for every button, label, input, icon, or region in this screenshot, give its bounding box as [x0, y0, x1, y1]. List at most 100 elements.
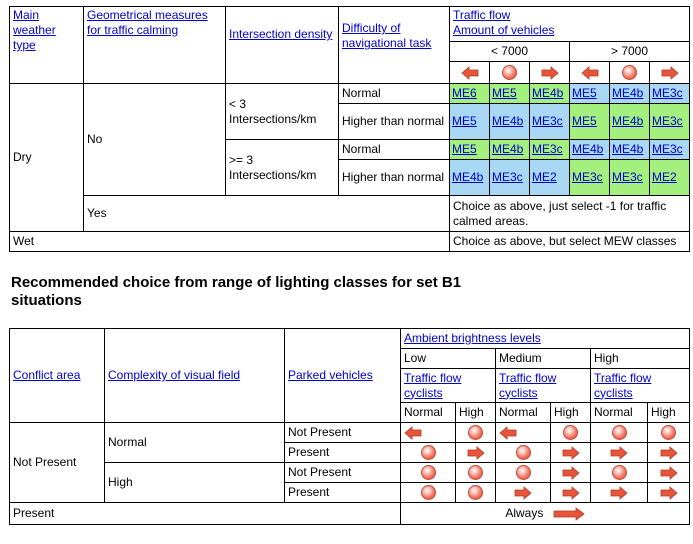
density-header: Intersection density: [225, 6, 339, 84]
cyclists-link[interactable]: cyclists: [594, 385, 633, 400]
dot-icon: [400, 462, 456, 483]
medium-header: Medium: [495, 348, 591, 369]
parked-not-present-cell: Not Present: [284, 462, 401, 483]
tf-cyclists-high: Traffic flow cyclists: [589, 368, 691, 403]
dot-icon: [590, 422, 648, 443]
class-cell[interactable]: ME4b: [489, 103, 530, 140]
density-header-link[interactable]: Intersection density: [229, 27, 333, 41]
left-arrow-icon: [495, 422, 551, 443]
class-cell[interactable]: ME5: [489, 83, 530, 104]
complexity-header-link[interactable]: Complexity of visual field: [108, 368, 241, 382]
class-cell[interactable]: ME5: [569, 103, 610, 140]
parked-present-cell: Present: [284, 482, 401, 503]
class-cell[interactable]: ME4b: [529, 83, 570, 104]
normal-col-header: Normal: [495, 402, 551, 423]
difficulty-header-link[interactable]: Difficulty of navigational task: [342, 21, 432, 50]
right-arrow-icon: [550, 462, 591, 483]
dot-icon: [609, 61, 650, 84]
traffic-flow-link[interactable]: Traffic flow: [404, 370, 462, 385]
traffic-header: Traffic flow Amount of vehicles: [448, 6, 691, 42]
class-cell[interactable]: ME4b: [609, 83, 650, 104]
traffic-flow-link[interactable]: Traffic flow: [594, 370, 652, 385]
dot-icon: [495, 442, 551, 463]
class-cell[interactable]: ME4b: [449, 159, 490, 196]
ambient-header: Ambient brightness levels: [399, 328, 691, 349]
weather-header: Main weather type: [9, 6, 84, 84]
lighting-table: Main weather type Geometrical measures f…: [9, 6, 691, 252]
class-cell[interactable]: ME5: [449, 103, 490, 140]
right-arrow-icon: [646, 482, 691, 503]
traffic-flow-link[interactable]: Traffic flow: [453, 8, 511, 22]
density-lt3-cell: < 3 Intersections/km: [225, 83, 339, 140]
wet-note-cell: Choice as above, but select MEW classes: [448, 231, 691, 252]
cyclists-link[interactable]: cyclists: [499, 385, 538, 400]
parked-present-cell: Present: [284, 442, 401, 463]
right-arrow-icon: [646, 462, 691, 483]
density-ge3-cell: >= 3 Intersections/km: [225, 139, 339, 196]
normal-complexity-cell: Normal: [104, 422, 285, 463]
cyclists-link[interactable]: cyclists: [404, 385, 443, 400]
section-heading: Recommended choice from range of lightin…: [11, 274, 462, 309]
parked-header: Parked vehicles: [284, 328, 401, 423]
normal-col-header: Normal: [590, 402, 648, 423]
not-present-cell: Not Present: [9, 422, 105, 503]
normal-cell: Normal: [338, 139, 450, 160]
normal-cell: Normal: [338, 83, 450, 104]
right-arrow-icon: [590, 442, 648, 463]
class-cell[interactable]: ME3c: [648, 139, 691, 160]
higher-cell: Higher than normal: [338, 159, 450, 196]
class-cell[interactable]: ME3c: [648, 103, 691, 140]
geo-header-link[interactable]: Geometrical measures for traffic calming: [87, 8, 208, 37]
class-cell[interactable]: ME4b: [609, 139, 650, 160]
high-header: High: [589, 348, 691, 369]
low-header: Low: [400, 348, 496, 369]
class-cell[interactable]: ME3c: [489, 159, 530, 196]
lt7000-header: < 7000: [449, 41, 570, 62]
right-arrow-icon: [550, 442, 591, 463]
dot-icon: [550, 422, 591, 443]
class-cell[interactable]: ME6: [449, 83, 490, 104]
amount-link[interactable]: Amount of vehicles: [453, 23, 555, 37]
traffic-flow-link[interactable]: Traffic flow: [499, 370, 557, 385]
conflict-header-link[interactable]: Conflict area: [13, 368, 81, 382]
class-cell[interactable]: ME3c: [529, 103, 570, 140]
class-cell[interactable]: ME3c: [529, 139, 570, 160]
class-cell[interactable]: ME4b: [489, 139, 530, 160]
gt7000-header: > 7000: [568, 41, 691, 62]
no-cell: No: [83, 83, 226, 196]
class-cell[interactable]: ME3c: [569, 159, 610, 196]
dot-icon: [646, 422, 691, 443]
class-cell[interactable]: ME4b: [609, 103, 650, 140]
ambient-header-link[interactable]: Ambient brightness levels: [404, 331, 541, 345]
dot-icon: [495, 462, 551, 483]
yes-cell: Yes: [83, 195, 450, 232]
right-arrow-icon: [455, 442, 496, 463]
higher-cell: Higher than normal: [338, 103, 450, 140]
dot-icon: [455, 422, 496, 443]
class-cell[interactable]: ME4b: [569, 139, 610, 160]
class-cell[interactable]: ME2: [648, 159, 691, 196]
class-cell[interactable]: ME2: [529, 159, 570, 196]
right-arrow-icon: [590, 482, 648, 503]
tf-cyclists-low: Traffic flow cyclists: [400, 368, 496, 403]
right-arrow-icon: [648, 61, 691, 84]
always-cell: Always: [399, 502, 691, 525]
difficulty-header: Difficulty of navigational task: [338, 6, 450, 84]
tf-cyclists-medium: Traffic flow cyclists: [495, 368, 591, 403]
dot-icon: [400, 442, 456, 463]
class-cell[interactable]: ME5: [449, 139, 490, 160]
high-col-header: High: [455, 402, 496, 423]
left-arrow-icon: [400, 422, 456, 443]
left-arrow-icon: [569, 61, 610, 84]
conflict-table: Conflict area Complexity of visual field…: [9, 328, 691, 525]
dot-icon: [455, 462, 496, 483]
class-cell[interactable]: ME3c: [648, 83, 691, 104]
right-arrow-icon: [495, 482, 551, 503]
geo-header: Geometrical measures for traffic calming: [83, 6, 226, 84]
class-cell[interactable]: ME3c: [609, 159, 650, 196]
dot-icon: [400, 482, 456, 503]
weather-header-link[interactable]: Main weather type: [13, 8, 56, 52]
class-cell[interactable]: ME5: [569, 83, 610, 104]
dot-icon: [489, 61, 530, 84]
parked-header-link[interactable]: Parked vehicles: [288, 368, 373, 382]
